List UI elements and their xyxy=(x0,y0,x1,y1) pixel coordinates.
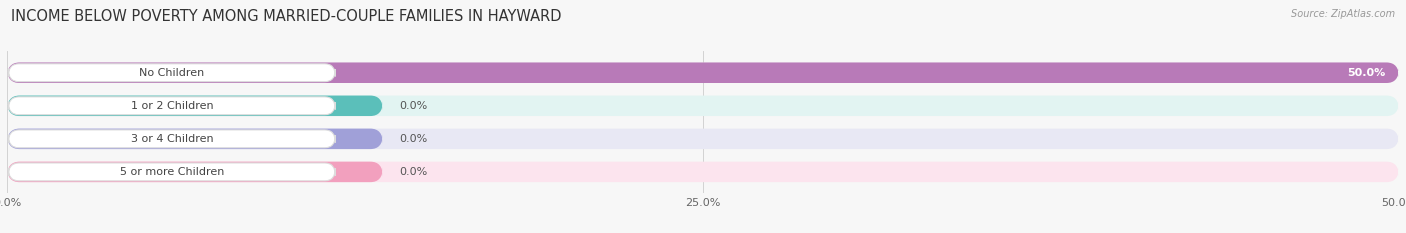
Text: 5 or more Children: 5 or more Children xyxy=(120,167,224,177)
FancyBboxPatch shape xyxy=(7,162,1399,182)
FancyBboxPatch shape xyxy=(8,64,336,82)
FancyBboxPatch shape xyxy=(7,96,382,116)
Text: 0.0%: 0.0% xyxy=(399,167,427,177)
Text: No Children: No Children xyxy=(139,68,204,78)
FancyBboxPatch shape xyxy=(7,62,1399,83)
FancyBboxPatch shape xyxy=(7,162,382,182)
Text: Source: ZipAtlas.com: Source: ZipAtlas.com xyxy=(1291,9,1395,19)
Text: INCOME BELOW POVERTY AMONG MARRIED-COUPLE FAMILIES IN HAYWARD: INCOME BELOW POVERTY AMONG MARRIED-COUPL… xyxy=(11,9,562,24)
FancyBboxPatch shape xyxy=(8,97,336,115)
Text: 0.0%: 0.0% xyxy=(399,134,427,144)
FancyBboxPatch shape xyxy=(8,130,336,148)
FancyBboxPatch shape xyxy=(8,163,336,181)
Text: 0.0%: 0.0% xyxy=(399,101,427,111)
FancyBboxPatch shape xyxy=(7,129,382,149)
FancyBboxPatch shape xyxy=(7,129,1399,149)
Text: 3 or 4 Children: 3 or 4 Children xyxy=(131,134,214,144)
FancyBboxPatch shape xyxy=(7,96,1399,116)
FancyBboxPatch shape xyxy=(7,62,1399,83)
Text: 1 or 2 Children: 1 or 2 Children xyxy=(131,101,214,111)
Text: 50.0%: 50.0% xyxy=(1347,68,1385,78)
